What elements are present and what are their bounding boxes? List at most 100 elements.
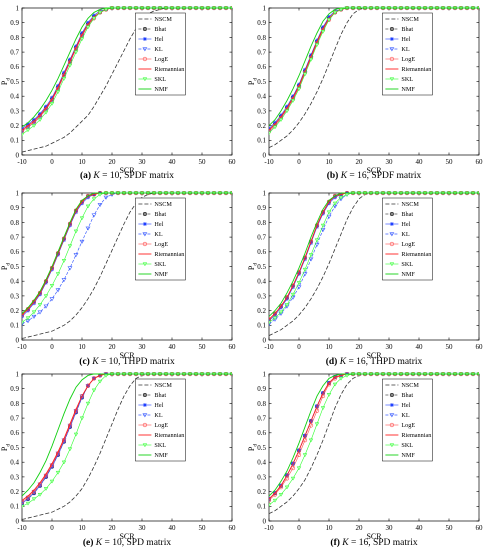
data-point-kl [302, 434, 308, 439]
legend-entry-nscm: NSCM [401, 16, 419, 23]
data-point-skl [308, 57, 314, 62]
data-point-hel [327, 201, 331, 206]
y-axis-label: Pd [0, 263, 12, 270]
y-tick-label: 0.2 [257, 488, 266, 496]
data-point-skl [308, 253, 314, 258]
y-tick-label: 0.3 [10, 473, 19, 481]
legend-entry-nscm: NSCM [401, 201, 419, 208]
legend: NSCM Bhat Hel KL LogE Riemannian SKL NMF [135, 12, 186, 96]
legend-marker [142, 222, 147, 226]
x-tick-label: 60 [229, 524, 237, 532]
plot-area [268, 192, 480, 341]
legend-marker [142, 413, 148, 418]
legend: NSCM Bhat Hel KL LogE Riemannian SKL NMF [135, 378, 186, 462]
plot-area [268, 7, 480, 156]
y-tick-label: 0.7 [10, 415, 19, 423]
y-tick-label: 0.2 [257, 122, 266, 130]
data-point-loge [79, 393, 85, 399]
data-point-hel [44, 280, 48, 285]
x-axis-label: SCR [366, 351, 382, 360]
data-point-skl [55, 470, 61, 475]
plot-area [21, 373, 233, 522]
y-tick-label: 0.7 [10, 49, 19, 57]
data-point-skl [37, 303, 43, 307]
y-tick-label: 0.7 [10, 234, 19, 242]
x-axis-label: SCR [119, 351, 135, 360]
data-point-kl [320, 391, 326, 396]
data-point-hel [26, 122, 30, 127]
data-point-hel [68, 57, 72, 62]
legend: NSCM Bhat Hel KL LogE Riemannian SKL NMF [135, 197, 186, 281]
data-point-hel [279, 305, 283, 310]
y-tick-label: 0.6 [257, 248, 266, 256]
x-tick-label: 0 [297, 343, 301, 351]
data-point-hel [56, 252, 60, 257]
y-tick-label: 0.1 [10, 322, 19, 330]
legend-marker [142, 26, 147, 31]
series-group [269, 6, 479, 149]
y-tick-label: 0.8 [10, 219, 19, 227]
data-point-skl [43, 294, 49, 299]
y-axis-label: Pd [0, 78, 12, 85]
data-point-kl [22, 500, 25, 505]
data-point-skl [67, 447, 73, 452]
data-point-hel [273, 313, 277, 318]
legend-entry-loge: LogE [401, 241, 415, 248]
x-tick-label: 60 [476, 158, 484, 166]
x-tick-label: -10 [17, 524, 27, 532]
x-tick-label: 10 [326, 158, 334, 166]
legend-entry-bhat: Bhat [401, 211, 413, 218]
legend-marker [142, 392, 147, 397]
data-point-kl [269, 322, 272, 327]
data-point-skl [314, 43, 320, 48]
data-point-skl [278, 118, 284, 122]
legend-entry-riemannian: Riemannian [401, 432, 431, 439]
data-point-kl [91, 376, 97, 381]
legend-marker [142, 212, 147, 217]
data-point-skl [79, 416, 85, 421]
y-tick-label: 1 [263, 370, 267, 378]
legend-entry-bhat: Bhat [401, 392, 413, 399]
series-line-nscm [22, 7, 232, 153]
legend-entry-bhat: Bhat [154, 26, 166, 33]
plot-area [21, 7, 233, 156]
panel-caption: (a) K = 10, SPDF matrix [80, 170, 174, 181]
x-tick-label: 50 [446, 343, 454, 351]
data-point-hel [50, 95, 54, 100]
data-point-hel [279, 113, 283, 118]
data-point-skl [49, 284, 55, 288]
panel-caption: (e) K = 10, SPD matrix [83, 537, 171, 548]
legend-marker [389, 241, 395, 247]
data-point-skl [314, 238, 320, 243]
y-tick-label: 0.6 [10, 429, 19, 437]
data-point-skl [55, 272, 61, 277]
legend-entry-hel: Hel [401, 402, 410, 409]
data-point-hel [333, 195, 337, 200]
data-point-skl [290, 99, 296, 103]
y-tick-label: 0.6 [257, 429, 266, 437]
chart-panel-c: -10 0 10 20 30 40 50 6000.10.20.30.40.50.60.70.… [0, 189, 236, 367]
legend-marker [142, 241, 147, 247]
y-tick-label: 0.4 [257, 278, 266, 286]
data-point-skl [326, 18, 332, 23]
data-point-skl [296, 281, 302, 285]
legend-entry-bhat: Bhat [154, 392, 166, 399]
y-tick-label: 0.7 [257, 415, 266, 423]
data-point-hel [80, 30, 84, 35]
x-tick-label: 20 [109, 524, 117, 532]
data-point-kl [73, 253, 79, 258]
y-tick-label: 0.3 [257, 107, 266, 115]
data-point-skl [49, 479, 55, 484]
data-point-hel [68, 223, 72, 228]
y-axis-label: Pd [247, 444, 259, 451]
data-point-kl [97, 203, 103, 208]
data-point-hel [86, 20, 90, 25]
x-tick-label: -10 [17, 343, 27, 351]
y-tick-label: 0.4 [257, 93, 266, 101]
x-tick-label: -10 [264, 158, 274, 166]
y-tick-label: 1 [16, 370, 20, 378]
legend-marker [142, 37, 147, 41]
y-tick-label: 0.8 [257, 219, 266, 227]
data-point-skl [338, 195, 344, 200]
y-tick-label: 0.1 [257, 137, 266, 145]
